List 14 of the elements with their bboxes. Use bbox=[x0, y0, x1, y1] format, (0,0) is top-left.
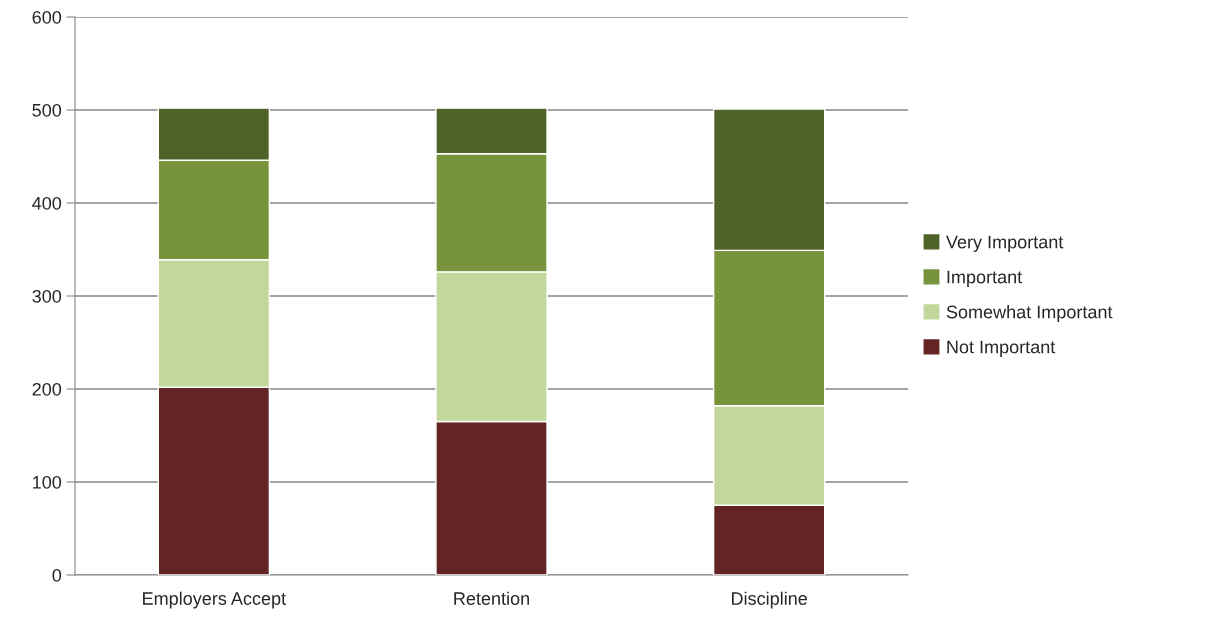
y-tick-label: 200 bbox=[32, 382, 62, 396]
y-tick-label: 400 bbox=[32, 196, 62, 210]
y-tick-label: 0 bbox=[52, 568, 62, 582]
x-tick-label: Discipline bbox=[732, 591, 807, 609]
y-tick-label: 100 bbox=[33, 475, 62, 489]
legend-label: Somewhat Important bbox=[946, 305, 1113, 322]
x-tick-label: Employers Accept bbox=[143, 591, 286, 609]
legend-label: Important bbox=[947, 270, 1023, 287]
y-tick-label: 600 bbox=[32, 10, 62, 24]
y-tick-label: 500 bbox=[32, 103, 62, 117]
y-tick-label: 300 bbox=[32, 289, 62, 303]
x-tick-label: Retention bbox=[454, 591, 529, 605]
legend-label: Very Important bbox=[946, 235, 1064, 252]
legend-label: Not Important bbox=[947, 340, 1056, 357]
